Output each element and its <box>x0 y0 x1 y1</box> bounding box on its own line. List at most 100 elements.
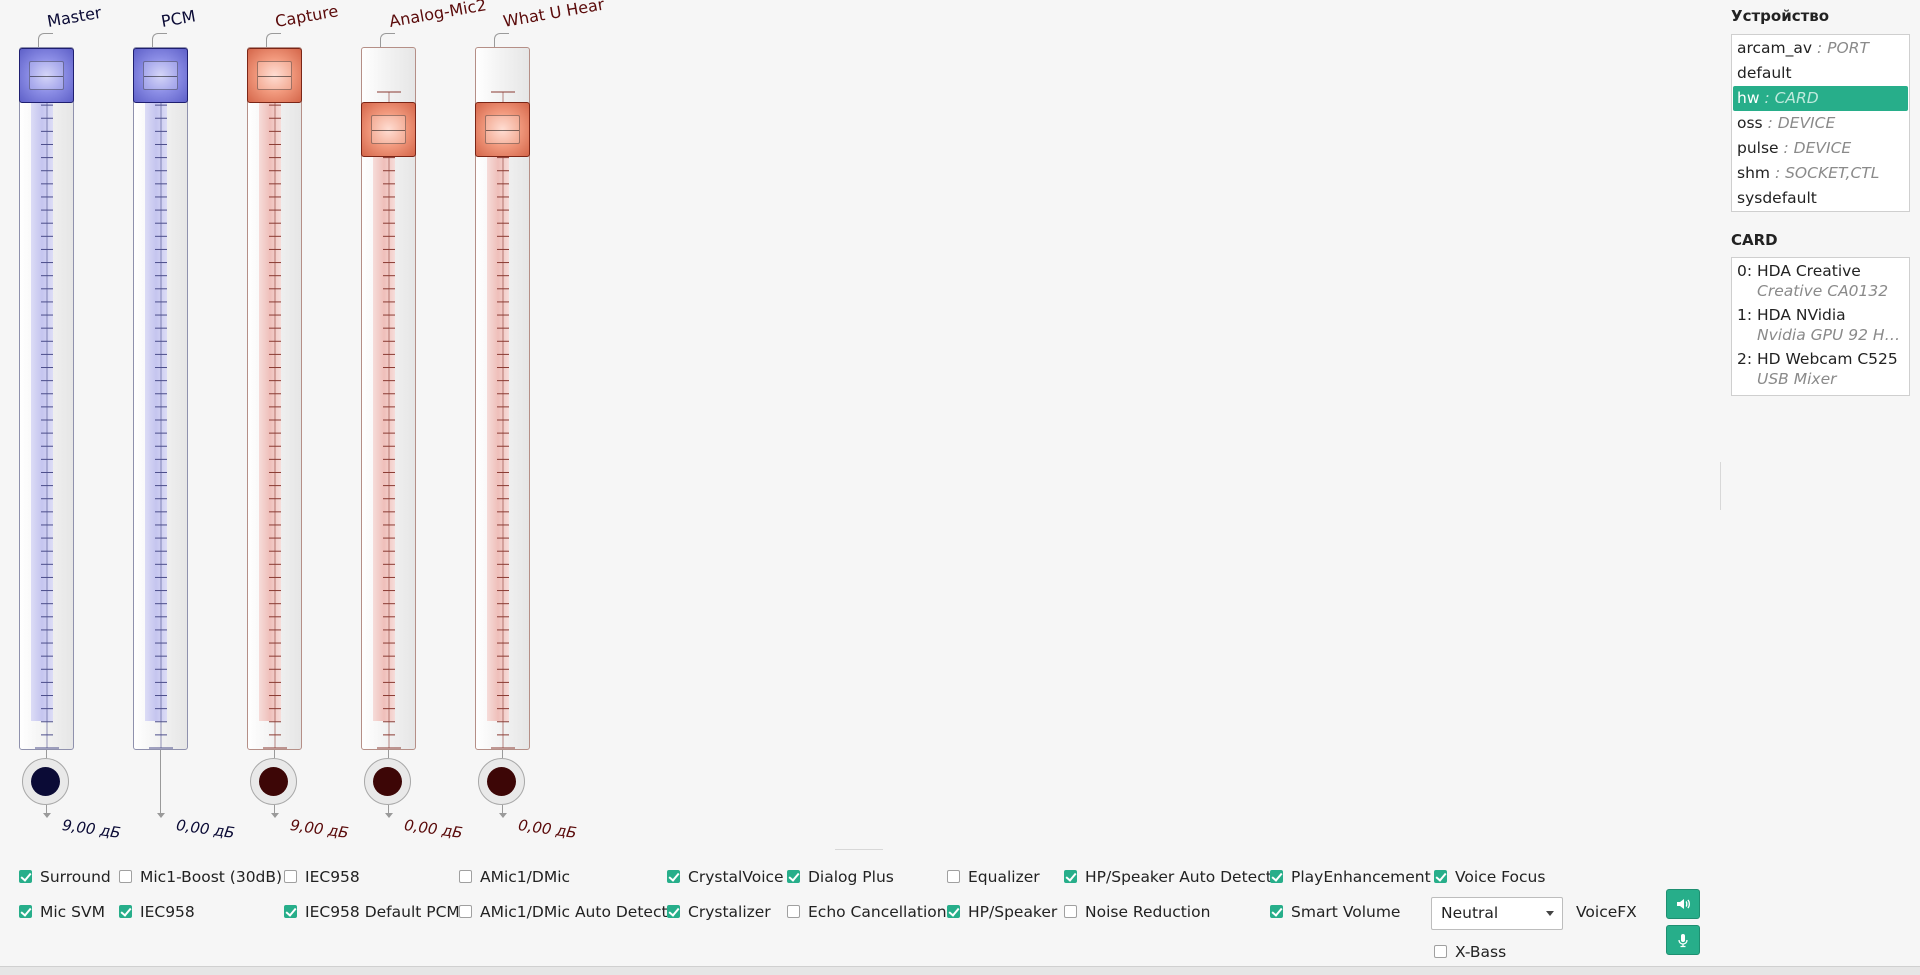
fader-fill <box>145 78 167 721</box>
switch-playenhancement[interactable]: PlayEnhancement <box>1270 866 1431 888</box>
switch-iec958[interactable]: IEC958 <box>284 866 360 888</box>
checkbox-checked[interactable] <box>667 905 680 918</box>
card-item[interactable]: 0: HDA Creative Creative CA0132 <box>1732 259 1909 303</box>
checkbox-unchecked[interactable] <box>787 905 800 918</box>
balance-knob[interactable] <box>478 758 525 805</box>
checkbox-checked[interactable] <box>19 905 32 918</box>
fader-track[interactable] <box>19 47 74 750</box>
checkbox-unchecked[interactable] <box>947 870 960 883</box>
device-item-arcam_av[interactable]: arcam_av : PORT <box>1733 36 1908 61</box>
fader-thumb[interactable] <box>19 48 74 103</box>
checkbox-checked[interactable] <box>947 905 960 918</box>
card-item[interactable]: 2: HD Webcam C525 USB Mixer <box>1732 347 1909 391</box>
checkbox-unchecked[interactable] <box>459 905 472 918</box>
device-item-hw[interactable]: hw : CARD <box>1733 86 1908 111</box>
checkbox-checked[interactable] <box>284 905 297 918</box>
device-item-shm[interactable]: shm : SOCKET,CTL <box>1733 161 1908 186</box>
fader-thumb[interactable] <box>475 102 530 157</box>
card-list[interactable]: 0: HDA Creative Creative CA0132 1: HDA NVidi… <box>1731 257 1910 396</box>
fader-db-value: 0,00 дБ <box>175 815 236 843</box>
device-item-name: pulse <box>1737 139 1779 157</box>
switch-voice-focus[interactable]: Voice Focus <box>1434 866 1545 888</box>
switch-dialog-plus[interactable]: Dialog Plus <box>787 866 894 888</box>
checkbox-unchecked[interactable] <box>459 870 472 883</box>
knob-stem <box>46 805 47 817</box>
card-item[interactable]: 1:HDA NVidia Nvidia GPU 92 HDMI/DP <box>1732 303 1909 347</box>
switch-crystalvoice[interactable]: CrystalVoice <box>667 866 784 888</box>
checkbox-checked[interactable] <box>19 870 32 883</box>
fader-thumb[interactable] <box>247 48 302 103</box>
switch-noise-reduction[interactable]: Noise Reduction <box>1064 901 1210 923</box>
device-item-oss[interactable]: oss : DEVICE <box>1733 111 1908 136</box>
value-pointer-icon <box>43 813 51 818</box>
checkbox-unchecked[interactable] <box>1434 945 1447 958</box>
fader-stem <box>160 750 161 814</box>
device-item-name: oss <box>1737 114 1763 132</box>
checkbox-checked[interactable] <box>1270 870 1283 883</box>
switch-equalizer[interactable]: Equalizer <box>947 866 1040 888</box>
fader-thumb-line <box>30 75 63 77</box>
switch-crystalizer[interactable]: Crystalizer <box>667 901 771 923</box>
device-item-name: sysdefault <box>1737 189 1817 207</box>
checkbox-checked[interactable] <box>1270 905 1283 918</box>
switch-x-bass[interactable]: X-Bass <box>1434 941 1506 963</box>
fader-stem <box>46 750 47 758</box>
device-item-pulse[interactable]: pulse : DEVICE <box>1733 136 1908 161</box>
balance-knob-core <box>31 767 60 796</box>
capture-view-button[interactable] <box>1666 925 1700 955</box>
switch-iec958-default-pcm[interactable]: IEC958 Default PCM <box>284 901 460 923</box>
fader-track[interactable] <box>247 47 302 750</box>
fader-thumb-line <box>372 129 405 131</box>
switch-amic1-dmic-auto-detect[interactable]: AMic1/DMic Auto Detect <box>459 901 668 923</box>
fader-track[interactable] <box>475 47 530 750</box>
checkbox-unchecked[interactable] <box>1064 905 1077 918</box>
fader-thumb[interactable] <box>361 102 416 157</box>
device-item-default[interactable]: default <box>1733 61 1908 86</box>
switch-label: HP/Speaker <box>968 903 1058 921</box>
switch-hp-speaker-auto-detect[interactable]: HP/Speaker Auto Detect <box>1064 866 1272 888</box>
playback-view-button[interactable] <box>1666 889 1700 919</box>
switch-mic-svm[interactable]: Mic SVM <box>19 901 105 923</box>
card-subtitle: Creative CA0132 <box>1757 282 1889 300</box>
checkbox-checked[interactable] <box>119 905 132 918</box>
fader-track[interactable] <box>361 47 416 750</box>
fader-thumb-grip <box>143 61 178 90</box>
switch-smart-volume[interactable]: Smart Volume <box>1270 901 1400 923</box>
checkbox-checked[interactable] <box>1434 870 1447 883</box>
fader-capture: Capture 9,00 дБ <box>247 0 350 850</box>
switch-hp-speaker[interactable]: HP/Speaker <box>947 901 1057 923</box>
switch-mic1-boost-30db-[interactable]: Mic1-Boost (30dB) <box>119 866 282 888</box>
balance-knob[interactable] <box>22 758 69 805</box>
voicefx-select[interactable]: Neutral <box>1431 897 1563 930</box>
checkbox-checked[interactable] <box>787 870 800 883</box>
switch-echo-cancellation[interactable]: Echo Cancellation <box>787 901 947 923</box>
fader-label-leader <box>380 33 395 48</box>
checkbox-checked[interactable] <box>667 870 680 883</box>
checkbox-unchecked[interactable] <box>284 870 297 883</box>
switch-surround[interactable]: Surround <box>19 866 111 888</box>
device-list[interactable]: arcam_av : PORT default hw : CARD oss : DEV… <box>1731 34 1910 212</box>
fader-label: What U Hear <box>501 0 606 31</box>
fader-track[interactable] <box>133 47 188 750</box>
balance-knob[interactable] <box>250 758 297 805</box>
device-item-sysdefault[interactable]: sysdefault <box>1733 186 1908 211</box>
switches-splitter[interactable] <box>835 849 883 850</box>
device-item-name: shm <box>1737 164 1770 182</box>
fader-db-value: 9,00 дБ <box>61 815 122 843</box>
fader-thumb-line <box>258 75 291 77</box>
fader-db-value: 0,00 дБ <box>517 815 578 843</box>
checkbox-checked[interactable] <box>1064 870 1077 883</box>
checkbox-unchecked[interactable] <box>119 870 132 883</box>
card-name: HD Webcam C525 <box>1757 350 1898 368</box>
fader-label-leader <box>266 33 281 48</box>
fader-ticks <box>35 91 59 749</box>
device-item-type: : PORT <box>1817 39 1869 57</box>
panel-splitter[interactable] <box>1720 462 1721 510</box>
balance-knob[interactable] <box>364 758 411 805</box>
fader-label: PCM <box>159 6 198 31</box>
fader-thumb-line <box>144 75 177 77</box>
fader-thumb[interactable] <box>133 48 188 103</box>
switch-iec958[interactable]: IEC958 <box>119 901 195 923</box>
switch-amic1-dmic[interactable]: AMic1/DMic <box>459 866 570 888</box>
value-pointer-icon <box>385 813 393 818</box>
